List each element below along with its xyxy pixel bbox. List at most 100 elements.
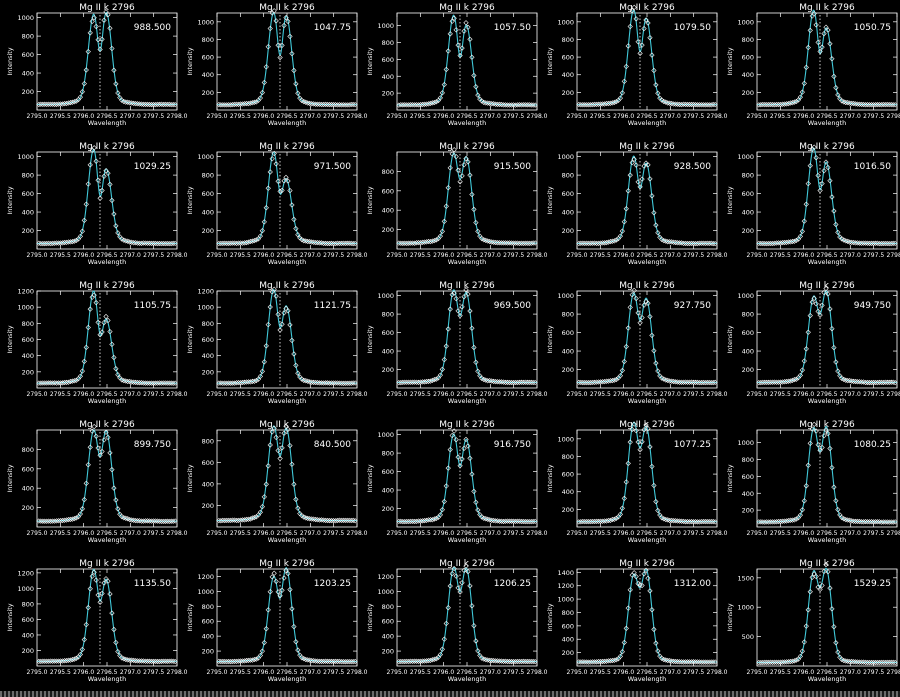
data-point xyxy=(131,100,137,107)
data-point xyxy=(530,102,536,108)
data-point xyxy=(609,100,616,106)
x-tick-label: 2796.5 xyxy=(97,669,118,676)
data-point xyxy=(412,658,418,664)
data-point xyxy=(506,102,513,108)
data-point xyxy=(429,657,436,663)
data-point xyxy=(48,240,54,247)
data-point xyxy=(273,18,279,24)
data-point xyxy=(590,379,596,386)
data-point xyxy=(858,101,865,107)
data-point xyxy=(510,518,517,524)
data-point xyxy=(79,646,85,653)
data-point xyxy=(445,605,451,611)
data-point xyxy=(44,101,50,107)
data-point xyxy=(605,100,612,107)
data-point xyxy=(103,429,109,435)
data-point xyxy=(635,310,641,316)
data-point xyxy=(586,102,592,108)
x-tick-label: 2798.0 xyxy=(167,252,188,259)
x-axis-label: Wavelength xyxy=(268,397,307,405)
data-point xyxy=(318,517,325,523)
data-point xyxy=(676,379,683,385)
data-point xyxy=(340,517,346,523)
data-point xyxy=(322,517,329,523)
data-point xyxy=(48,518,54,524)
data-point xyxy=(580,240,586,246)
data-point xyxy=(504,102,511,108)
data-point xyxy=(449,18,455,24)
data-point xyxy=(866,519,873,525)
data-point xyxy=(257,509,263,515)
data-point xyxy=(336,240,342,247)
data-point xyxy=(762,519,768,525)
data-point xyxy=(105,170,111,176)
data-point xyxy=(576,519,582,525)
data-point xyxy=(313,658,319,664)
y-axis-label: Intensity xyxy=(366,47,374,75)
data-point xyxy=(459,304,465,310)
data-point xyxy=(768,240,774,247)
data-point xyxy=(433,515,440,521)
x-tick-label: 2798.0 xyxy=(887,252,900,259)
data-point xyxy=(326,240,333,247)
data-point xyxy=(322,380,329,386)
y-tick-label: 400 xyxy=(202,633,214,641)
x-tick-label: 2795.5 xyxy=(770,530,791,537)
data-point xyxy=(692,659,699,665)
data-point xyxy=(710,659,716,665)
x-tick-label: 2797.5 xyxy=(143,113,164,120)
data-point xyxy=(226,102,232,108)
data-point xyxy=(63,100,70,107)
data-point xyxy=(882,379,888,385)
data-point xyxy=(269,156,275,162)
data-point xyxy=(603,518,610,524)
data-point xyxy=(467,36,473,42)
data-point xyxy=(641,25,647,32)
y-tick-label: 800 xyxy=(382,168,394,176)
x-tick-label: 2796.5 xyxy=(637,669,658,676)
data-point xyxy=(762,101,768,108)
x-tick-label: 2798.0 xyxy=(527,252,548,259)
data-point xyxy=(702,102,708,108)
x-tick-label: 2796.0 xyxy=(613,669,634,676)
data-point xyxy=(841,657,847,664)
data-point xyxy=(633,574,639,580)
data-point xyxy=(91,292,97,298)
data-point xyxy=(150,101,157,108)
data-point xyxy=(99,448,105,455)
data-point xyxy=(146,518,153,524)
data-point xyxy=(629,426,635,432)
x-axis-label: Wavelength xyxy=(88,258,127,266)
x-tick-label: 2797.5 xyxy=(863,669,884,676)
y-tick-label: 400 xyxy=(562,636,574,644)
data-point xyxy=(249,238,256,244)
data-point xyxy=(835,92,841,98)
data-point xyxy=(216,517,222,524)
data-point xyxy=(669,517,675,524)
x-tick-label: 2795.0 xyxy=(567,113,588,120)
data-point xyxy=(645,575,651,581)
data-point xyxy=(338,659,344,665)
data-point xyxy=(641,427,647,433)
data-point xyxy=(882,240,888,247)
data-point xyxy=(712,379,718,385)
data-point xyxy=(336,380,342,386)
x-tick-label: 2797.0 xyxy=(660,530,681,537)
data-point xyxy=(696,659,702,665)
data-point xyxy=(500,240,507,246)
data-point xyxy=(38,380,44,386)
data-point xyxy=(172,240,178,247)
x-axis-label: Wavelength xyxy=(448,675,487,683)
x-tick-label: 2797.5 xyxy=(323,669,344,676)
data-point xyxy=(408,518,414,525)
y-axis-label: Intensity xyxy=(546,464,554,492)
data-point xyxy=(694,519,700,525)
y-tick-label: 600 xyxy=(742,473,754,481)
data-point xyxy=(42,518,48,524)
data-point xyxy=(594,240,600,246)
data-point xyxy=(481,515,487,521)
data-point xyxy=(224,380,230,386)
data-point xyxy=(613,515,620,521)
data-point xyxy=(257,652,263,659)
